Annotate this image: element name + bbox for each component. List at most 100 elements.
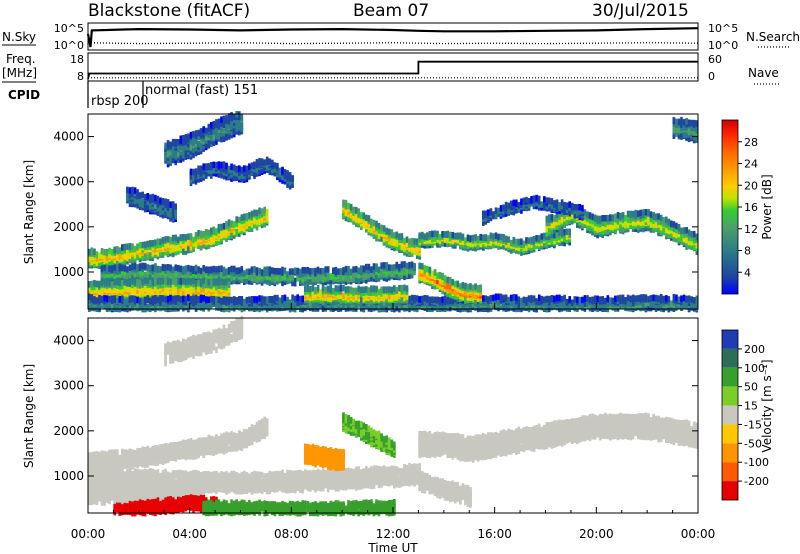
heatmap-cell — [558, 218, 561, 226]
heatmap-cell — [408, 271, 411, 278]
heatmap-cell — [441, 303, 444, 310]
heatmap-cell — [436, 230, 439, 238]
heatmap-cell — [677, 296, 681, 303]
heatmap-cell — [517, 303, 521, 310]
heatmap-cell — [212, 295, 216, 303]
heatmap-cell — [164, 278, 167, 285]
heatmap-cell — [459, 283, 462, 290]
heatmap-cell — [143, 262, 147, 270]
heatmap-cell — [136, 278, 139, 286]
heatmap-cell — [154, 239, 157, 246]
heatmap-cell — [499, 233, 503, 241]
heatmap-cell — [108, 299, 111, 307]
heatmap-cell — [187, 294, 190, 301]
heatmap-cell — [553, 231, 556, 239]
heatmap-cell — [182, 233, 185, 241]
heatmap-cell — [154, 263, 157, 270]
heatmap-cell — [100, 265, 104, 272]
heatmap-cell — [88, 297, 91, 304]
heatmap-cell — [110, 301, 114, 308]
heatmap-cell — [344, 272, 348, 279]
heatmap-cell — [446, 236, 449, 244]
heatmap-cell — [428, 266, 432, 274]
heatmap-cell — [105, 280, 109, 287]
heatmap-cell — [108, 265, 111, 272]
heatmap-cell — [390, 264, 394, 271]
heatmap-cell — [382, 286, 386, 293]
heatmap-cell — [591, 213, 594, 220]
heatmap-cell — [410, 237, 414, 245]
heatmap-cell — [408, 249, 411, 257]
heatmap-cell — [540, 233, 543, 240]
heatmap-cell — [238, 230, 241, 238]
heatmap-cell — [131, 295, 134, 302]
heatmap-cell — [563, 221, 566, 229]
heatmap-cell — [438, 297, 442, 304]
heatmap-cell — [93, 296, 96, 303]
heatmap-cell — [235, 220, 238, 227]
heatmap-cell — [403, 237, 406, 245]
beam-label: Beam 07 — [353, 1, 429, 21]
heatmap-cell — [248, 296, 251, 303]
heatmap-cell — [202, 242, 205, 249]
heatmap-cell — [550, 299, 554, 307]
heatmap-cell — [354, 287, 358, 295]
heatmap-cell — [497, 233, 500, 241]
heatmap-cell — [647, 296, 650, 303]
heatmap-cell — [649, 295, 653, 302]
heatmap-cell — [606, 295, 610, 302]
heatmap-cell — [301, 266, 305, 274]
heatmap-cell — [372, 224, 376, 231]
heatmap-cell — [365, 286, 368, 293]
heatmap-cell — [354, 206, 358, 214]
heatmap-cell — [441, 239, 444, 246]
heatmap-cell — [309, 301, 312, 309]
heatmap-cell — [243, 213, 246, 221]
heatmap-cell — [329, 277, 333, 284]
heatmap-cell — [685, 295, 688, 303]
heatmap-cell — [436, 272, 439, 279]
heatmap-cell — [110, 258, 114, 265]
heatmap-cell — [596, 295, 599, 303]
heatmap-cell — [520, 245, 523, 253]
heatmap-cell — [220, 265, 223, 272]
heatmap-cell — [225, 296, 228, 304]
heatmap-cell — [204, 229, 208, 236]
heatmap-cell — [665, 295, 668, 302]
heatmap-cell — [408, 238, 411, 245]
heatmap-cell — [283, 267, 287, 274]
heatmap-cell — [177, 295, 180, 302]
heatmap-cell — [291, 301, 294, 308]
heatmap-cell — [372, 219, 376, 227]
heatmap-cell — [395, 304, 399, 312]
heatmap-cell — [316, 266, 320, 274]
heatmap-cell — [100, 279, 104, 287]
heatmap-cell — [464, 304, 467, 312]
heatmap-cell — [131, 278, 134, 285]
heatmap-cell — [342, 285, 345, 292]
heatmap-cell — [344, 199, 348, 207]
heatmap-cell — [108, 258, 111, 265]
heatmap-cell — [476, 235, 480, 243]
heatmap-cell — [367, 267, 371, 275]
nsearch-label: N.Search — [746, 30, 800, 44]
heatmap-cell — [405, 267, 409, 274]
heatmap-cell — [240, 296, 244, 303]
heatmap-cell — [128, 292, 132, 300]
heatmap-cell — [530, 295, 533, 302]
heatmap-cell — [227, 267, 231, 274]
heatmap-cell — [553, 295, 556, 302]
heatmap-cell — [545, 295, 549, 303]
heatmap-cell — [342, 209, 345, 217]
heatmap-cell — [675, 294, 678, 301]
heatmap-cell — [387, 228, 391, 236]
heatmap-cell — [197, 296, 200, 303]
heatmap-cell — [431, 235, 434, 243]
heatmap-cell — [344, 286, 348, 293]
heatmap-cell — [235, 297, 238, 304]
heatmap-cell — [250, 296, 254, 303]
heatmap-cell — [283, 271, 287, 279]
heatmap-cell — [225, 221, 228, 228]
heatmap-cell — [291, 294, 294, 301]
heatmap-cell — [339, 285, 343, 292]
